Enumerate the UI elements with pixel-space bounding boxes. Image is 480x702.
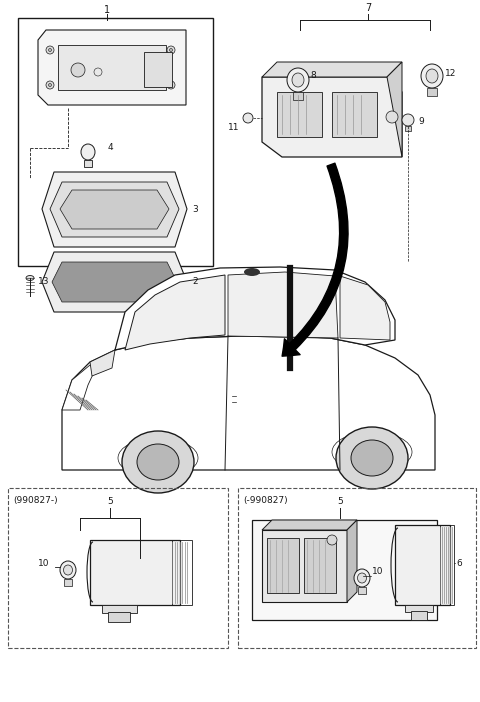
Text: 9: 9 (418, 117, 424, 126)
Bar (262, 530, 347, 602)
Polygon shape (90, 350, 115, 376)
Bar (427, 88, 437, 96)
Bar (411, 611, 427, 620)
Polygon shape (115, 267, 395, 350)
Polygon shape (262, 62, 402, 77)
Ellipse shape (26, 275, 34, 281)
Polygon shape (340, 276, 390, 340)
Bar (8, 488, 228, 648)
Bar (238, 488, 476, 648)
Text: (-990827): (-990827) (243, 496, 288, 505)
Bar (304, 538, 336, 593)
Bar (252, 520, 437, 620)
Bar (144, 52, 172, 87)
Ellipse shape (169, 48, 172, 51)
Ellipse shape (327, 535, 337, 545)
Text: 10: 10 (38, 559, 49, 567)
Ellipse shape (402, 114, 414, 126)
Polygon shape (347, 520, 357, 602)
Polygon shape (60, 190, 169, 229)
Ellipse shape (60, 561, 76, 579)
Text: 1: 1 (104, 5, 110, 15)
Bar (84, 160, 92, 167)
Ellipse shape (46, 46, 54, 54)
Bar (332, 92, 377, 137)
Bar (64, 579, 72, 586)
Bar (58, 45, 166, 90)
Text: 8: 8 (310, 72, 316, 81)
Polygon shape (262, 77, 402, 157)
Text: 3: 3 (192, 206, 198, 215)
Polygon shape (38, 30, 186, 105)
Text: 5: 5 (107, 498, 113, 507)
Ellipse shape (351, 440, 393, 476)
Ellipse shape (122, 431, 194, 493)
Bar (18, 18, 213, 266)
Text: 2: 2 (192, 277, 198, 286)
Ellipse shape (386, 111, 398, 123)
Bar (405, 126, 411, 131)
Text: 5: 5 (337, 498, 343, 507)
Polygon shape (62, 365, 95, 410)
Ellipse shape (244, 268, 260, 276)
Text: 11: 11 (228, 124, 240, 133)
Ellipse shape (426, 69, 438, 83)
Bar (405, 605, 433, 612)
Ellipse shape (63, 565, 72, 575)
Text: 13: 13 (38, 277, 49, 286)
Polygon shape (50, 182, 179, 237)
Bar (395, 525, 450, 605)
Ellipse shape (167, 81, 175, 89)
Polygon shape (42, 172, 187, 247)
Ellipse shape (167, 46, 175, 54)
Bar (102, 605, 137, 613)
Bar (293, 92, 303, 100)
Ellipse shape (46, 81, 54, 89)
Polygon shape (62, 336, 435, 470)
Ellipse shape (48, 84, 51, 86)
Ellipse shape (169, 84, 172, 86)
Text: 12: 12 (445, 69, 456, 77)
Bar (277, 92, 322, 137)
Bar (172, 540, 192, 605)
Polygon shape (262, 520, 357, 530)
Ellipse shape (243, 113, 253, 123)
Text: (990827-): (990827-) (13, 496, 58, 505)
Text: 10: 10 (372, 567, 384, 576)
Ellipse shape (336, 427, 408, 489)
Ellipse shape (292, 73, 304, 87)
Polygon shape (125, 275, 225, 350)
Bar (440, 525, 454, 605)
Bar (90, 540, 180, 605)
Polygon shape (387, 62, 402, 157)
Ellipse shape (287, 68, 309, 92)
Ellipse shape (354, 569, 370, 587)
Ellipse shape (358, 573, 367, 583)
Polygon shape (42, 252, 187, 312)
Text: 4: 4 (108, 143, 114, 152)
Bar (358, 587, 366, 594)
Polygon shape (52, 262, 177, 302)
Ellipse shape (421, 64, 443, 88)
FancyArrowPatch shape (282, 163, 348, 356)
Text: 7: 7 (365, 3, 371, 13)
Text: 6: 6 (456, 559, 462, 567)
Ellipse shape (71, 63, 85, 77)
Ellipse shape (48, 48, 51, 51)
Bar (267, 538, 299, 593)
Ellipse shape (137, 444, 179, 480)
Polygon shape (228, 272, 338, 338)
Ellipse shape (81, 144, 95, 160)
Bar (108, 612, 130, 622)
